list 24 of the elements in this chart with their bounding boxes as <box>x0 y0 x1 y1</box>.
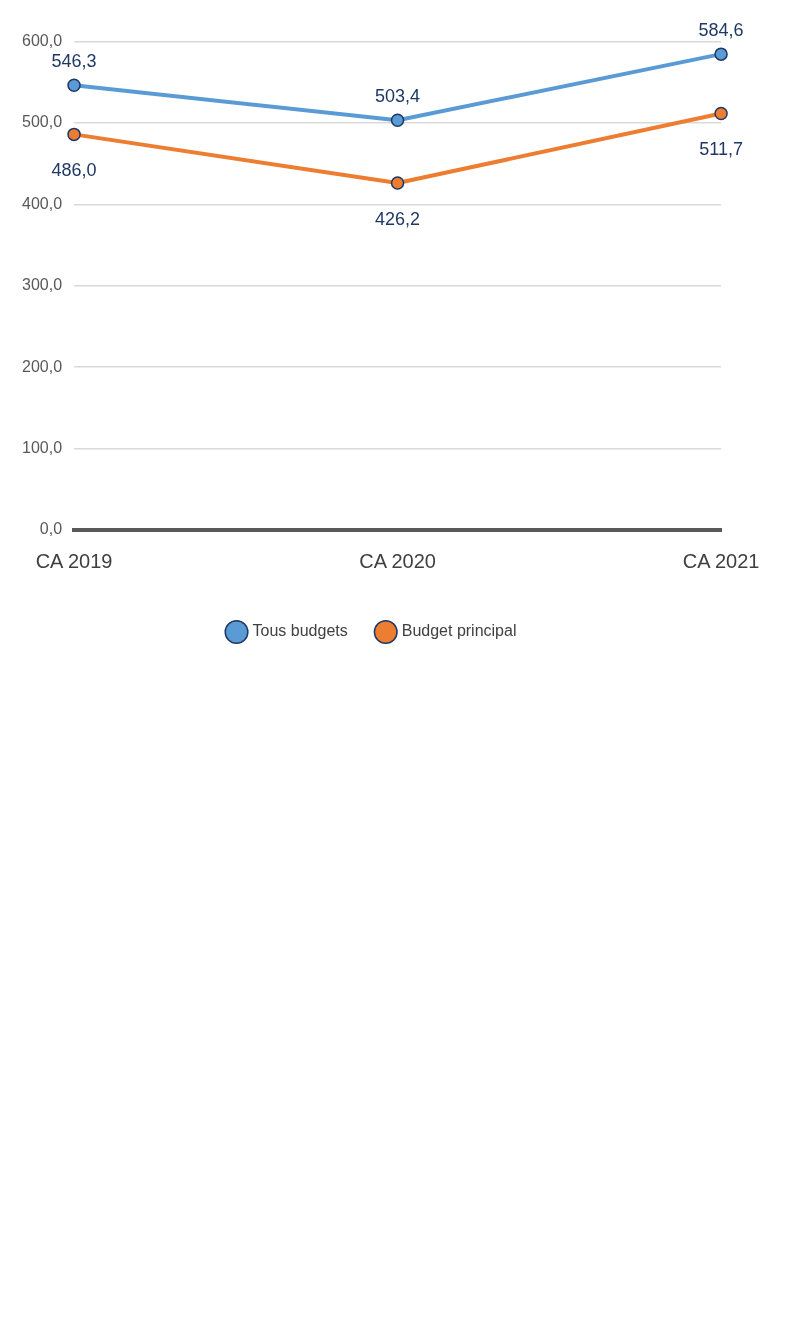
point <box>67 127 81 142</box>
data-label: 546,3 <box>51 51 97 72</box>
x-tick-label: CA 2020 <box>359 549 436 572</box>
data-label: 511,7 <box>699 139 743 160</box>
y-tick-label: 200,0 <box>21 357 63 375</box>
data-label: 503,4 <box>375 86 421 107</box>
legend-label: Tous budgets <box>252 622 348 640</box>
legend-label: Budget principal <box>401 622 517 640</box>
y-tick-label: 100,0 <box>21 439 63 457</box>
y-tick-label: 300,0 <box>21 276 63 294</box>
x-tick-label: CA 2021 <box>682 549 760 572</box>
data-label: 584,6 <box>698 20 744 41</box>
point <box>390 113 405 127</box>
point <box>67 78 81 93</box>
y-tick-label: 500,0 <box>21 113 63 131</box>
y-tick-label: 600,0 <box>21 32 63 50</box>
x-tick-label: CA 2019 <box>35 549 113 572</box>
data-label: 486,0 <box>51 160 97 181</box>
y-tick-label: 400,0 <box>21 194 63 212</box>
point <box>714 47 728 61</box>
y-tick-label: 0,0 <box>39 520 63 538</box>
data-label: 426,2 <box>375 209 421 230</box>
point <box>714 106 728 121</box>
point <box>390 176 405 190</box>
